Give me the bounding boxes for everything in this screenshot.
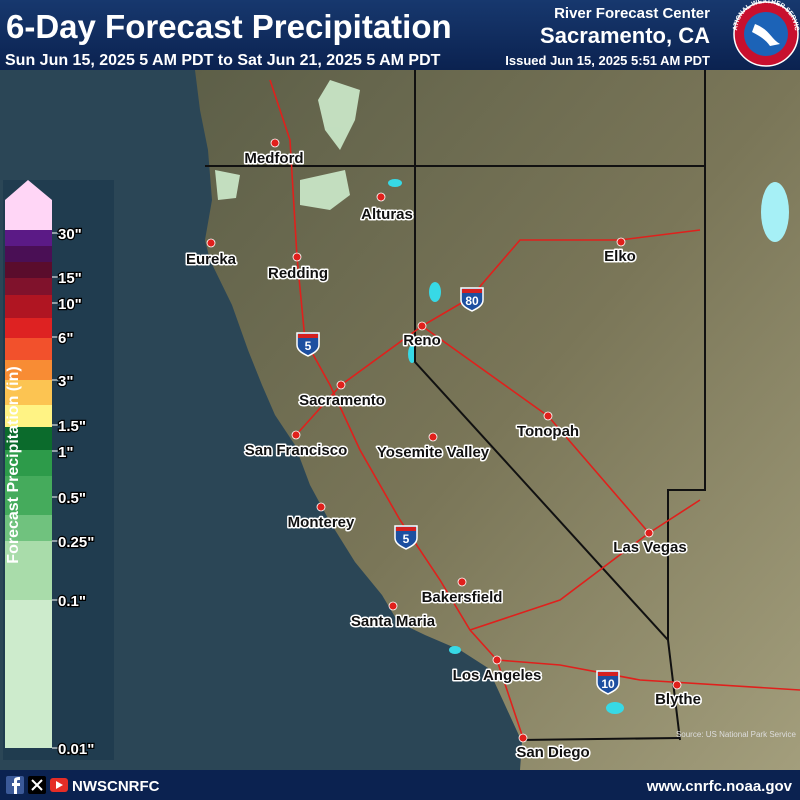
city-label: Sacramento [299,392,385,409]
cities: Medford Alturas Eureka Redding Elko Reno Sacra… [184,138,702,763]
city-dot [206,238,216,248]
header [0,0,800,70]
legend-band [5,427,52,450]
legend-labels: 30" 15" 10" 6" 3" 1.5" 1" 0.5" 0.25" 0.1" 0.01" [52,225,96,759]
legend-band [5,405,52,427]
interstate-shield-top [298,334,318,338]
source: Source: US National Park Service [676,730,797,739]
city-label: Los Angeles [453,667,542,684]
footer [0,770,800,800]
land [195,70,800,770]
legend-label: 30" [58,226,82,243]
city-dot [388,601,398,611]
legend-label: 1.5" [58,418,86,435]
legend-label: 6" [58,330,73,347]
interstate-shield-top [598,672,618,676]
legend-band [5,600,52,748]
legend-label: 0.5" [58,490,86,507]
city-dot [417,321,427,331]
footer-url[interactable]: www.cnrfc.noaa.gov [646,778,793,795]
legend-title: Forecast Precipitation (in) [5,366,22,563]
city-label: Monterey [288,514,355,531]
city-label: Redding [268,265,328,282]
location: Sacramento, CA [540,23,710,48]
city-dot [518,733,528,743]
city-label: Yosemite Valley [377,444,490,461]
lakes [388,179,789,714]
legend-label: 0.25" [58,534,94,551]
state-borders [205,70,706,741]
interstate-number: 5 [305,339,312,353]
city-label: Blythe [655,691,701,708]
city-dot [270,138,280,148]
title: 6-Day Forecast Precipitation [6,8,452,45]
city-label: Reno [403,332,441,349]
interstate-number: 10 [601,677,615,691]
legend-band [5,476,52,515]
issued: Issued Jun 15, 2025 5:51 AM PDT [505,53,710,68]
period: Sun Jun 15, 2025 5 AM PDT to Sat Jun 21,… [5,52,441,69]
city-dot [376,192,386,202]
interstate-shield [296,332,320,357]
legend-band [5,515,52,541]
logo-mark [752,24,780,46]
footer-handle[interactable]: NWSCNRFC [72,778,160,795]
city-label: San Francisco [245,442,348,459]
youtube-glyph [56,781,63,789]
city-dot [616,237,626,247]
facebook-glyph [12,777,20,794]
legend-label: 10" [58,296,82,313]
city-label: Bakersfield [422,589,503,606]
city-dot [457,577,467,587]
legend-band [5,380,52,405]
legend-label: 0.01" [58,741,94,758]
legend-label: 0.1" [58,593,86,610]
interstate-shield [460,287,484,312]
city-label: Tonopah [517,423,579,440]
legend-arrow [5,180,52,230]
legend-band [5,360,52,380]
city-dot [644,528,654,538]
x-glyph [31,779,43,791]
center: River Forecast Center [554,5,710,22]
legend-label: 1" [58,444,73,461]
city-label: Alturas [361,206,413,223]
legend-label: 3" [58,373,73,390]
precip-areas [215,80,360,210]
legend-band [5,318,52,338]
city-dot [316,502,326,512]
city-dot [292,252,302,262]
legend-bar [5,180,52,748]
city-dot [336,380,346,390]
interstates: 80 5 5 10 [296,287,620,695]
city-dot [492,655,502,665]
city-label: Santa Maria [351,613,436,630]
city-dot [291,430,301,440]
city-label: Medford [244,150,303,167]
legend-band [5,278,52,295]
legend-band [5,450,52,476]
city-label: San Diego [516,744,589,761]
city-label: Elko [604,248,636,265]
legend-label: 15" [58,270,82,287]
city-dot [672,680,682,690]
legend-band [5,295,52,318]
legend-band [5,230,52,246]
legend-band [5,262,52,278]
interstate-number: 80 [465,294,479,308]
interstate-shield [596,670,620,695]
interstate-shield-top [462,289,482,293]
city-dot [543,411,553,421]
interstate-number: 5 [403,532,410,546]
city-dot [428,432,438,442]
legend-band [5,338,52,360]
interstate-shield-top [396,527,416,531]
city-label: Las Vegas [613,539,686,556]
legend-band [5,246,52,262]
city-label: Eureka [186,251,237,268]
interstate-shield [394,525,418,550]
legend-band [5,541,52,600]
